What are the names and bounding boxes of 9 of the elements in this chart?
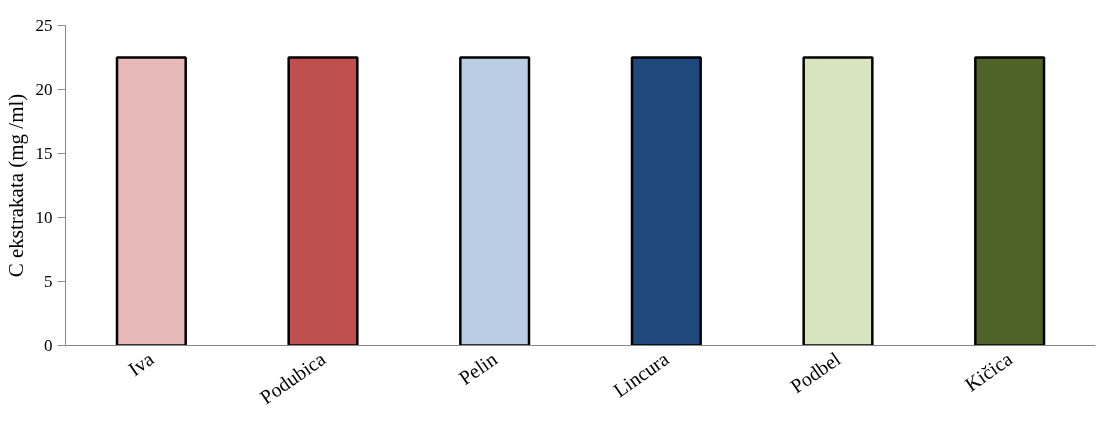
y-tick-label: 10 — [35, 208, 53, 227]
y-tick-label: 0 — [44, 336, 53, 355]
y-tick-label: 15 — [35, 144, 53, 163]
y-axis-title: C ekstrakata (mg /ml) — [3, 93, 28, 278]
y-tick-label: 5 — [44, 272, 53, 291]
x-tick-label: Pelin — [454, 347, 501, 390]
y-tick-label: 25 — [35, 16, 53, 35]
y-tick-label: 20 — [35, 80, 53, 99]
x-tick-label: Iva — [124, 347, 158, 381]
